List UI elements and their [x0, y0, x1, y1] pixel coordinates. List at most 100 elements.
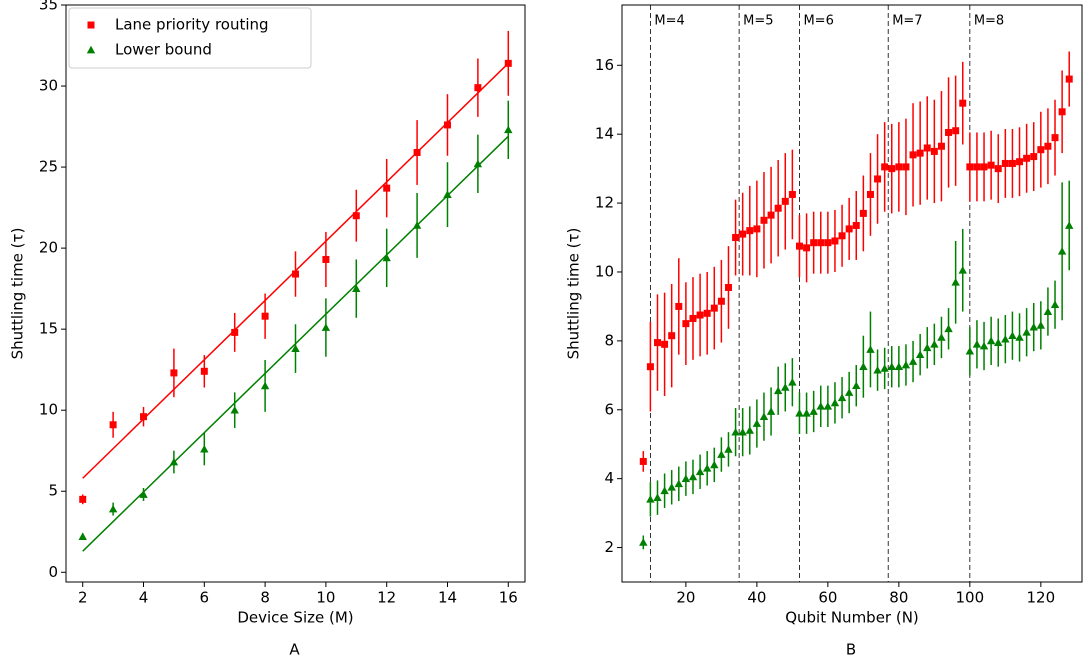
marker — [908, 357, 918, 365]
marker — [230, 405, 239, 414]
marker — [78, 532, 87, 540]
x-tick-label: 60 — [818, 589, 837, 607]
marker — [109, 421, 117, 429]
marker — [845, 225, 853, 233]
marker — [322, 255, 330, 263]
marker — [738, 427, 747, 436]
marker — [352, 212, 360, 220]
x-tick-label: 40 — [747, 589, 766, 607]
marker — [661, 340, 669, 348]
marker — [930, 340, 939, 348]
marker — [443, 121, 451, 129]
marker — [987, 161, 995, 169]
marker — [894, 362, 904, 371]
marker — [474, 84, 482, 92]
separator-label: M=6 — [803, 14, 833, 29]
separator-label: M=8 — [974, 14, 1004, 29]
marker — [837, 393, 847, 402]
marker — [87, 21, 95, 29]
marker — [838, 232, 846, 240]
marker — [788, 378, 797, 386]
plot-frame — [621, 4, 1083, 583]
marker — [831, 237, 839, 245]
y-tick-label: 15 — [39, 320, 58, 338]
marker — [915, 350, 925, 359]
separator-label: M=5 — [743, 14, 773, 29]
marker — [902, 163, 910, 171]
marker — [717, 450, 726, 458]
x-axis-label: Device Size (M) — [237, 609, 353, 627]
y-tick-label: 16 — [595, 56, 614, 74]
marker — [746, 227, 754, 235]
marker — [958, 266, 967, 274]
marker — [292, 270, 299, 278]
marker — [760, 216, 768, 224]
marker — [923, 144, 931, 152]
marker — [852, 381, 861, 390]
x-tick-label: 6 — [200, 589, 210, 607]
marker — [959, 99, 967, 107]
marker — [973, 163, 981, 171]
marker — [732, 234, 740, 242]
marker — [695, 467, 705, 476]
marker — [874, 175, 882, 183]
marker — [108, 504, 118, 513]
marker — [823, 402, 833, 410]
marker — [382, 253, 391, 262]
marker — [681, 474, 691, 483]
marker — [1008, 159, 1016, 167]
x-tick-label: 20 — [676, 589, 695, 607]
marker — [803, 244, 811, 252]
marker — [321, 323, 331, 331]
y-tick-label: 0 — [48, 563, 58, 581]
marker — [504, 59, 512, 67]
marker — [170, 369, 178, 377]
marker — [923, 343, 932, 352]
y-tick-label: 4 — [604, 469, 614, 487]
marker — [1044, 142, 1052, 150]
marker — [1065, 75, 1073, 83]
x-axis-label: Qubit Number (N) — [785, 609, 919, 627]
marker — [352, 284, 361, 292]
marker — [688, 472, 698, 481]
marker — [795, 242, 803, 250]
marker — [873, 365, 882, 374]
marker — [710, 304, 718, 312]
marker — [866, 345, 875, 353]
marker — [667, 483, 676, 491]
marker — [1029, 322, 1038, 331]
marker — [668, 332, 676, 340]
marker — [937, 142, 945, 150]
marker — [1058, 108, 1066, 116]
x-tick-label: 100 — [956, 589, 985, 607]
marker — [1008, 331, 1017, 340]
marker — [766, 407, 776, 415]
marker — [200, 444, 209, 453]
legend-label: Lane priority routing — [115, 16, 269, 34]
marker — [79, 495, 87, 503]
marker — [473, 159, 483, 168]
y-tick-label: 30 — [39, 77, 58, 95]
marker — [739, 230, 747, 238]
marker — [383, 184, 391, 192]
marker — [169, 457, 179, 466]
y-tick-label: 35 — [39, 0, 58, 14]
marker — [731, 427, 740, 436]
marker — [859, 209, 867, 217]
marker — [1057, 247, 1067, 255]
marker — [881, 163, 889, 171]
marker — [952, 127, 960, 135]
marker — [291, 344, 300, 352]
marker — [781, 383, 790, 391]
marker — [653, 339, 661, 347]
marker — [901, 360, 911, 369]
marker — [980, 163, 988, 171]
marker — [752, 419, 762, 427]
marker — [745, 426, 754, 434]
panel-caption: B — [846, 641, 856, 659]
y-tick-label: 25 — [39, 158, 58, 176]
marker — [994, 338, 1003, 346]
marker — [1016, 158, 1024, 166]
marker — [859, 362, 868, 371]
legend-box — [68, 7, 312, 69]
